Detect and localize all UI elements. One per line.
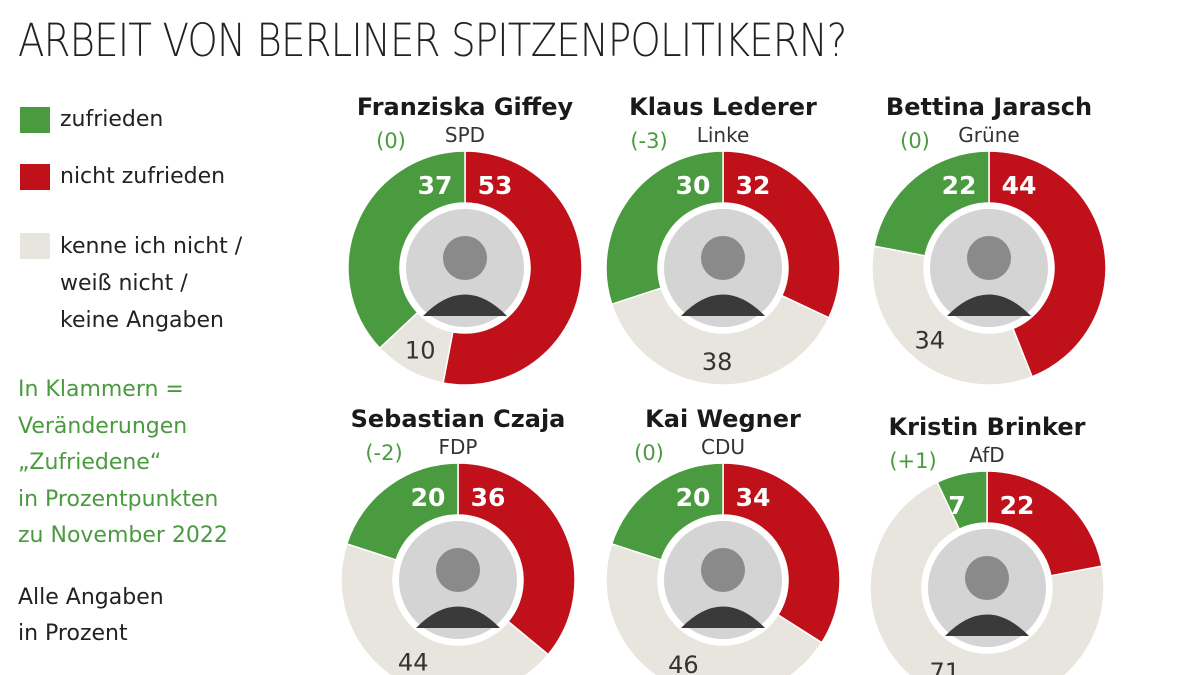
politician-name: Bettina Jarasch [886, 93, 1092, 121]
segment-nicht-zufrieden [457, 462, 576, 656]
value-unbekannt: 46 [668, 651, 699, 675]
legend-label-unbekannt: kenne ich nicht / weiß nicht / keine Ang… [60, 228, 242, 339]
portrait-shoulders [681, 294, 765, 316]
segment-unbekannt [605, 542, 823, 675]
portrait-head [701, 548, 745, 592]
portrait-head [436, 548, 480, 592]
change-value: (-3) [630, 129, 667, 153]
value-nicht-zufrieden: 36 [471, 483, 506, 512]
value-zufrieden: 22 [942, 171, 977, 200]
segment-nicht-zufrieden [722, 462, 841, 644]
legend-swatch-zufrieden [20, 107, 50, 133]
unit-line: in Prozent [18, 621, 128, 646]
segment-nicht-zufrieden [722, 150, 841, 319]
legend-label-zufrieden: zufrieden [60, 107, 164, 132]
portrait-head [443, 236, 487, 280]
segment-zufrieden [610, 462, 724, 561]
value-nicht-zufrieden: 32 [736, 171, 771, 200]
politician-name: Klaus Lederer [629, 93, 817, 121]
value-nicht-zufrieden: 34 [736, 483, 771, 512]
segment-zufrieden [605, 150, 724, 306]
note-line: in Prozentpunkten [18, 486, 219, 512]
politician-name: Sebastian Czaja [351, 405, 566, 433]
value-zufrieden: 20 [411, 483, 446, 512]
party-label: SPD [445, 123, 485, 147]
value-zufrieden: 37 [418, 171, 453, 200]
value-zufrieden: 30 [676, 171, 711, 200]
change-value: (0) [634, 441, 664, 465]
portrait-shoulders [681, 606, 765, 628]
segment-zufrieden [936, 470, 988, 531]
legend-line: weiß nicht / [60, 271, 188, 296]
legend-line: kenne ich nicht / [60, 234, 243, 259]
portrait-head [967, 236, 1011, 280]
politician-name: Kristin Brinker [889, 413, 1086, 441]
value-unbekannt: 10 [405, 336, 436, 364]
unit-note: Alle Angaben in Prozent [18, 580, 164, 652]
chart-title: ARBEIT VON BERLINER SPITZENPOLITIKERN? [18, 14, 847, 67]
portrait-shoulders [416, 606, 500, 628]
party-label: AfD [969, 443, 1004, 467]
legend-swatch-nicht-zufrieden [20, 164, 50, 190]
portrait-shoulders [945, 614, 1029, 636]
segment-unbekannt [610, 287, 830, 386]
portrait-head [965, 556, 1009, 600]
portrait-shoulders [947, 294, 1031, 316]
portrait-shoulders [423, 294, 507, 316]
party-label: Grüne [958, 123, 1019, 147]
value-zufrieden: 7 [948, 491, 965, 520]
value-zufrieden: 20 [676, 483, 711, 512]
change-value: (+1) [889, 449, 936, 473]
note-line: „Zufriedene“ [18, 450, 162, 475]
segment-zufrieden [873, 150, 990, 257]
unit-line: Alle Angaben [18, 585, 164, 610]
note-line: In Klammern = [18, 377, 184, 402]
segment-zufrieden [347, 150, 466, 350]
portrait-head [701, 236, 745, 280]
segment-nicht-zufrieden [988, 150, 1107, 378]
segment-unbekannt [340, 542, 550, 675]
party-label: Linke [697, 123, 750, 147]
change-value: (0) [376, 129, 406, 153]
party-label: CDU [701, 435, 745, 459]
segment-zufrieden [345, 462, 459, 561]
value-nicht-zufrieden: 22 [1000, 491, 1035, 520]
segment-unbekannt [869, 481, 1105, 675]
legend-label-nicht-zufrieden: nicht zufrieden [60, 164, 226, 189]
party-label: FDP [439, 435, 478, 459]
value-unbekannt: 34 [914, 327, 945, 355]
value-unbekannt: 38 [702, 348, 733, 376]
politician-name: Franziska Giffey [357, 93, 574, 121]
value-nicht-zufrieden: 44 [1002, 171, 1037, 200]
change-value: (0) [900, 129, 930, 153]
politician-name: Kai Wegner [645, 405, 801, 433]
segment-nicht-zufrieden [442, 150, 583, 386]
change-note: In Klammern = Veränderungen „Zufriedene“… [18, 372, 228, 555]
legend-swatch-unbekannt [20, 233, 50, 259]
value-nicht-zufrieden: 53 [478, 171, 513, 200]
change-value: (-2) [365, 441, 402, 465]
legend-line: keine Angaben [60, 308, 224, 333]
segment-unbekannt [871, 245, 1034, 386]
note-line: Veränderungen [18, 413, 188, 439]
value-unbekannt: 44 [398, 648, 429, 675]
note-line: zu November 2022 [18, 523, 228, 548]
value-unbekannt: 71 [930, 658, 961, 675]
